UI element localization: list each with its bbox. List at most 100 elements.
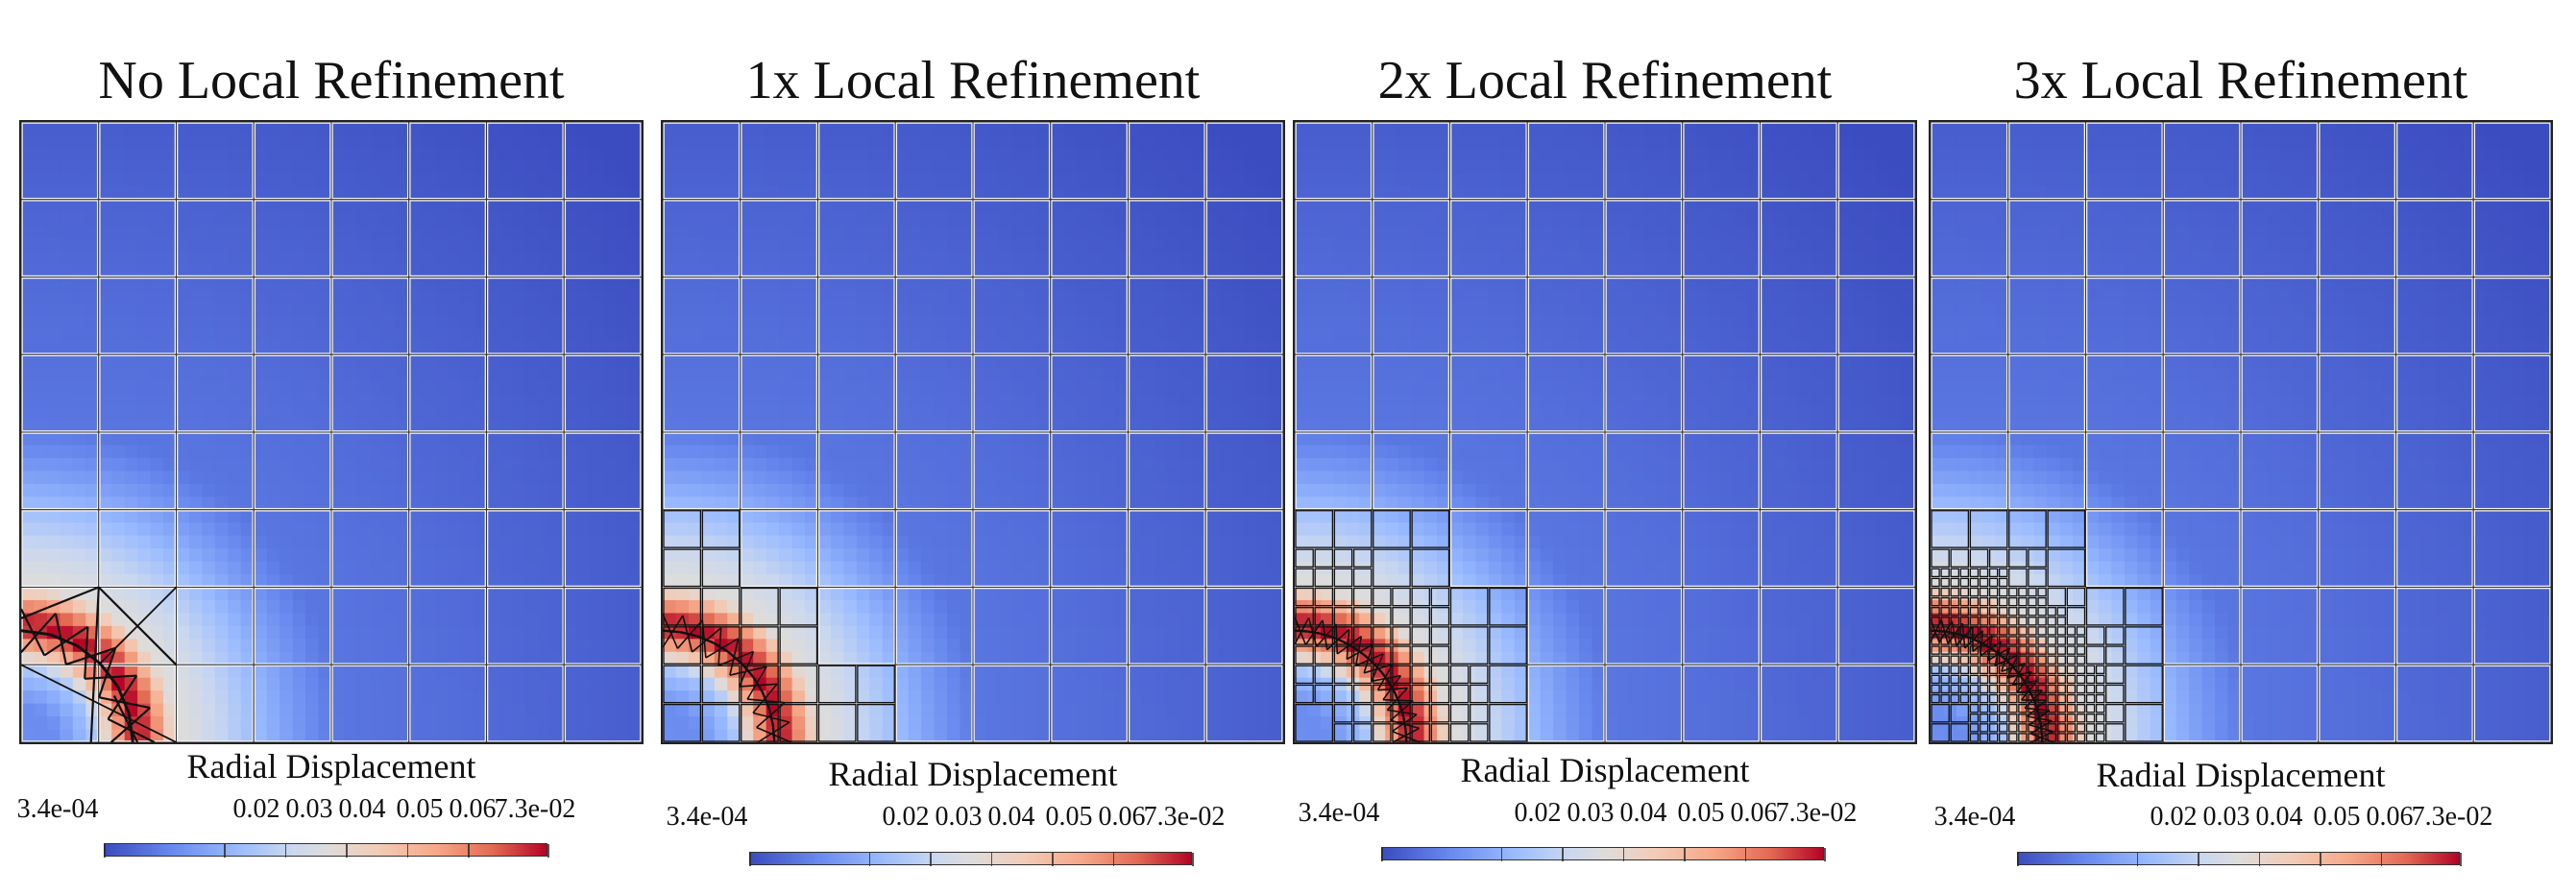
mesh-cell: [2037, 693, 2047, 704]
panel-1: 1x Local Refinement Radial Displacement 3.…: [661, 0, 1285, 895]
mesh-cell: [1205, 587, 1283, 665]
colorbar: [104, 843, 549, 858]
mesh-cell: [98, 354, 177, 432]
mesh-cell: [1372, 199, 1450, 278]
mesh-cell: [1411, 607, 1430, 626]
mesh-cells: [663, 122, 1283, 742]
mesh-cell: [1959, 674, 1970, 685]
mesh-cell: [2085, 354, 2164, 432]
colorbar-title: Radial Displacement: [1460, 751, 1750, 789]
mesh-cell: [1999, 636, 2008, 645]
mesh-cell: [1837, 122, 1915, 200]
mesh-cell: [2076, 723, 2086, 733]
mesh-cells: [21, 122, 642, 742]
mesh-cell: [2085, 509, 2164, 588]
colorbar-tick: [1381, 848, 1383, 861]
mesh-cell: [331, 587, 409, 665]
colorbar-tick-label: 3.4e-04: [666, 802, 748, 832]
colorbar-tick-label: 0.02: [232, 794, 280, 824]
mesh-cell: [1411, 510, 1450, 548]
mesh-cell: [1314, 587, 1334, 607]
mesh-cell: [254, 354, 331, 432]
mesh-cell: [2007, 199, 2086, 278]
mesh-cell: [1333, 723, 1353, 742]
mesh-cell: [486, 277, 565, 355]
mesh-cell: [1959, 568, 1970, 578]
mesh-cell: [254, 122, 331, 200]
colorbar-tick: [749, 853, 751, 866]
mesh-cell: [2056, 607, 2066, 617]
mesh-cell: [1373, 723, 1392, 742]
mesh-cell: [1682, 199, 1761, 278]
mesh-cell: [2473, 432, 2551, 510]
mesh-cell: [1333, 587, 1353, 607]
mesh-cell: [2028, 655, 2037, 665]
mesh-cell: [2047, 607, 2056, 617]
mesh-cell: [2018, 733, 2028, 742]
mesh-cell: [2085, 693, 2096, 704]
mesh-cell: [1050, 277, 1129, 355]
mesh-cell: [564, 665, 642, 742]
mesh-cell: [2047, 510, 2086, 548]
mesh-cell: [1352, 723, 1373, 742]
colorbar-tick: [1622, 848, 1625, 861]
mesh-cell: [2085, 733, 2096, 742]
mesh-cell: [1988, 577, 1999, 588]
colorbar-tick-label: 7.3e-02: [1143, 802, 1226, 832]
mesh-cell: [2076, 665, 2086, 674]
mesh-cell: [1931, 548, 1950, 568]
mesh-cell: [1969, 626, 1980, 636]
mesh-cell: [1527, 509, 1605, 588]
colorbar-tick-label: 0.04: [987, 802, 1035, 832]
mesh-cell: [1760, 354, 1838, 432]
colorbar-tick-label: 7.3e-02: [1775, 798, 1858, 828]
colorbar: [749, 852, 1194, 866]
mesh-cell: [2028, 617, 2037, 626]
mesh-cell: [1979, 733, 1989, 742]
colorbar-tick-label: 3.4e-04: [1933, 802, 2016, 832]
panel-title: 2x Local Refinement: [1377, 51, 1833, 110]
mesh-cell: [1128, 122, 1206, 200]
mesh-cell: [2047, 714, 2056, 723]
mesh-cell: [176, 432, 255, 510]
mesh-cell: [1940, 693, 1950, 704]
colorbar-title: Radial Displacement: [828, 755, 1118, 793]
mesh-cell: [1950, 548, 1970, 568]
colorbar-tick: [1112, 853, 1115, 866]
mesh-cell: [331, 509, 409, 588]
mesh-cell: [1430, 723, 1450, 742]
mesh-cell: [1430, 703, 1450, 723]
mesh-cell: [2047, 665, 2056, 674]
mesh-cell: [2037, 587, 2047, 597]
mesh-cell: [1760, 587, 1838, 665]
mesh-cell: [1931, 432, 2008, 510]
mesh-cell: [1950, 577, 1959, 588]
mesh-cell: [1959, 684, 1970, 694]
mesh-cell: [857, 703, 895, 742]
mesh-cell: [663, 432, 741, 510]
mesh-cell: [1760, 277, 1838, 355]
mesh-cell: [973, 122, 1051, 200]
mesh-cell: [1527, 122, 1605, 200]
mesh-cell: [663, 277, 741, 355]
mesh-cell: [1295, 548, 1314, 568]
mesh-cell: [2056, 703, 2066, 714]
mesh-cell: [895, 587, 973, 665]
mesh-cell: [2085, 665, 2096, 674]
mesh-cell: [1969, 714, 1980, 723]
mesh-cell: [2056, 674, 2066, 685]
mesh-cell: [1950, 617, 1959, 626]
mesh-cell: [1988, 587, 1999, 597]
mesh-cell: [973, 354, 1051, 432]
mesh-cell: [2241, 199, 2319, 278]
mesh-cell: [1205, 277, 1283, 355]
mesh-cell: [1682, 432, 1761, 510]
mesh-cell: [1352, 587, 1373, 607]
mesh-cell: [1931, 645, 1940, 655]
mesh-cell: [2056, 617, 2066, 626]
mesh-cell: [1373, 684, 1392, 704]
mesh-cell: [1295, 587, 1314, 607]
mesh-cell: [1605, 354, 1683, 432]
colorbar-tick: [2136, 853, 2139, 866]
mesh-cell: [1940, 607, 1950, 617]
